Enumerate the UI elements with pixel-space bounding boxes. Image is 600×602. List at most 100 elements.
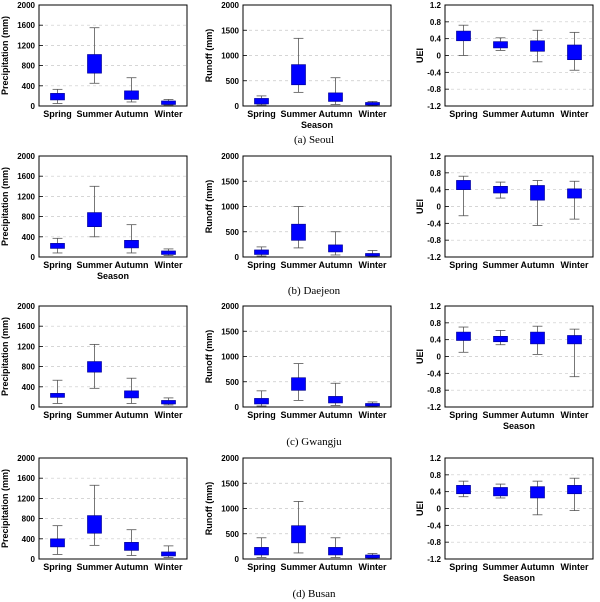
box-summer xyxy=(87,361,102,373)
x-tick-label: Summer xyxy=(482,410,519,420)
panel-3-2: -1.2 -0.8 -0.4 0 0.4 0.8 1.2 Spring Summer Autumn… xyxy=(415,454,594,583)
y-tick-label: -1.2 xyxy=(427,403,441,412)
panel-0-1: 0 500 1000 1500 2000 Spring Summer Autumn Winter… xyxy=(204,1,392,130)
box-summer xyxy=(493,41,508,49)
panel-2-1: 0 500 1000 1500 2000 Spring Summer Autumn Winter… xyxy=(204,302,392,420)
caption-busan: (d) Busan xyxy=(292,588,336,600)
x-tick-label: Winter xyxy=(561,410,589,420)
y-tick-label: 800 xyxy=(22,363,36,372)
panel-2-2: -1.2 -0.8 -0.4 0 0.4 0.8 1.2 Spring Summer Autumn… xyxy=(415,302,594,431)
x-axis-label: Season xyxy=(503,573,535,583)
caption-gwangju: (c) Gwangju xyxy=(286,436,342,448)
y-tick-label: 0 xyxy=(31,102,36,111)
x-tick-label: Autumn xyxy=(319,562,353,572)
x-tick-label: Autumn xyxy=(319,109,353,119)
box-autumn xyxy=(530,40,545,52)
y-tick-label: 0 xyxy=(31,253,36,262)
y-tick-label: 2000 xyxy=(221,302,239,311)
y-axis-label: Precipitation (mm) xyxy=(0,469,10,548)
y-tick-label: 400 xyxy=(22,233,36,242)
plot-frame xyxy=(38,4,188,107)
x-tick-label: Spring xyxy=(449,260,478,270)
panel-1-2: -1.2 -0.8 -0.4 0 0.4 0.8 1.2 Spring Summer Autumn… xyxy=(415,152,594,270)
box-winter xyxy=(567,188,582,199)
x-tick-label: Spring xyxy=(43,562,72,572)
y-tick-label: -1.2 xyxy=(427,253,441,262)
box-spring xyxy=(456,485,471,495)
y-tick-label: 0.8 xyxy=(430,169,442,178)
x-tick-label: Autumn xyxy=(521,410,555,420)
y-tick-label: 800 xyxy=(22,213,36,222)
y-tick-label: 400 xyxy=(22,82,36,91)
caption-seoul: (a) Seoul xyxy=(294,134,334,146)
y-tick-label: 1000 xyxy=(221,505,239,514)
x-tick-label: Winter xyxy=(561,109,589,119)
y-tick-label: 1600 xyxy=(17,172,35,181)
y-tick-label: -1.2 xyxy=(427,102,441,111)
y-tick-label: 400 xyxy=(22,535,36,544)
box-spring xyxy=(254,547,269,556)
y-tick-label: 2000 xyxy=(221,454,239,463)
y-tick-label: 1000 xyxy=(221,353,239,362)
panel-0-2: -1.2 -0.8 -0.4 0 0.4 0.8 1.2 Spring Summer Autumn… xyxy=(415,1,594,119)
y-tick-label: 1500 xyxy=(221,479,239,488)
box-summer xyxy=(291,223,306,241)
x-tick-label: Winter xyxy=(561,562,589,572)
panel-0-0: 0 400 800 1200 1600 2000 Spring Summer Autumn Win… xyxy=(0,1,188,119)
plot-frame xyxy=(444,305,594,408)
x-tick-label: Spring xyxy=(247,562,276,572)
box-summer xyxy=(493,487,508,497)
x-axis-label: Season xyxy=(301,120,333,130)
box-spring xyxy=(50,93,65,101)
y-tick-label: -0.4 xyxy=(427,369,441,378)
x-tick-label: Spring xyxy=(43,109,72,119)
box-summer xyxy=(291,64,306,86)
panel-2-0: 0 400 800 1200 1600 2000 Spring Summer Autumn Win… xyxy=(0,302,188,420)
y-tick-label: 0 xyxy=(235,102,240,111)
y-tick-label: 1600 xyxy=(17,322,35,331)
x-axis-label: Season xyxy=(97,271,129,281)
panel-1-0: 0 400 800 1200 1600 2000 Spring Summer Autumn Win… xyxy=(0,152,188,281)
plot-frame xyxy=(38,305,188,408)
box-spring xyxy=(456,331,471,341)
y-tick-label: 500 xyxy=(226,228,240,237)
box-autumn xyxy=(124,240,139,249)
y-tick-label: -0.8 xyxy=(427,236,441,245)
box-autumn xyxy=(328,244,343,253)
box-winter xyxy=(161,551,176,557)
x-tick-label: Winter xyxy=(359,410,387,420)
y-axis-label: UEI xyxy=(415,501,425,516)
y-tick-label: 500 xyxy=(226,530,240,539)
box-summer xyxy=(87,54,102,74)
x-tick-label: Spring xyxy=(247,260,276,270)
y-axis-label: Runoff (mm) xyxy=(204,29,214,83)
box-autumn xyxy=(530,486,545,499)
y-tick-label: 0.8 xyxy=(430,18,442,27)
box-winter xyxy=(161,100,176,105)
box-autumn xyxy=(124,90,139,100)
box-summer xyxy=(291,377,306,391)
panel-3-0: 0 400 800 1200 1600 2000 Spring Summer Autumn Win… xyxy=(0,454,188,572)
x-tick-label: Winter xyxy=(359,260,387,270)
box-autumn xyxy=(328,396,343,404)
x-tick-label: Autumn xyxy=(521,260,555,270)
panel-3-1: 0 500 1000 1500 2000 Spring Summer Autumn Winter… xyxy=(204,454,392,572)
x-tick-label: Winter xyxy=(155,562,183,572)
x-tick-label: Summer xyxy=(76,260,113,270)
y-tick-label: 1000 xyxy=(221,203,239,212)
y-tick-label: 0 xyxy=(235,403,240,412)
box-winter xyxy=(161,400,176,405)
y-tick-label: 0 xyxy=(31,555,36,564)
caption-daejeon: (b) Daejeon xyxy=(288,285,341,297)
x-tick-label: Spring xyxy=(247,410,276,420)
box-spring xyxy=(456,30,471,42)
y-axis-label: Runoff (mm) xyxy=(204,330,214,384)
x-tick-label: Spring xyxy=(247,109,276,119)
box-autumn xyxy=(124,542,139,551)
x-tick-label: Autumn xyxy=(115,562,149,572)
plot-frame xyxy=(38,155,188,258)
x-tick-label: Summer xyxy=(76,109,113,119)
y-axis-label: Precipitation (mm) xyxy=(0,317,10,396)
y-tick-label: 2000 xyxy=(17,1,35,10)
